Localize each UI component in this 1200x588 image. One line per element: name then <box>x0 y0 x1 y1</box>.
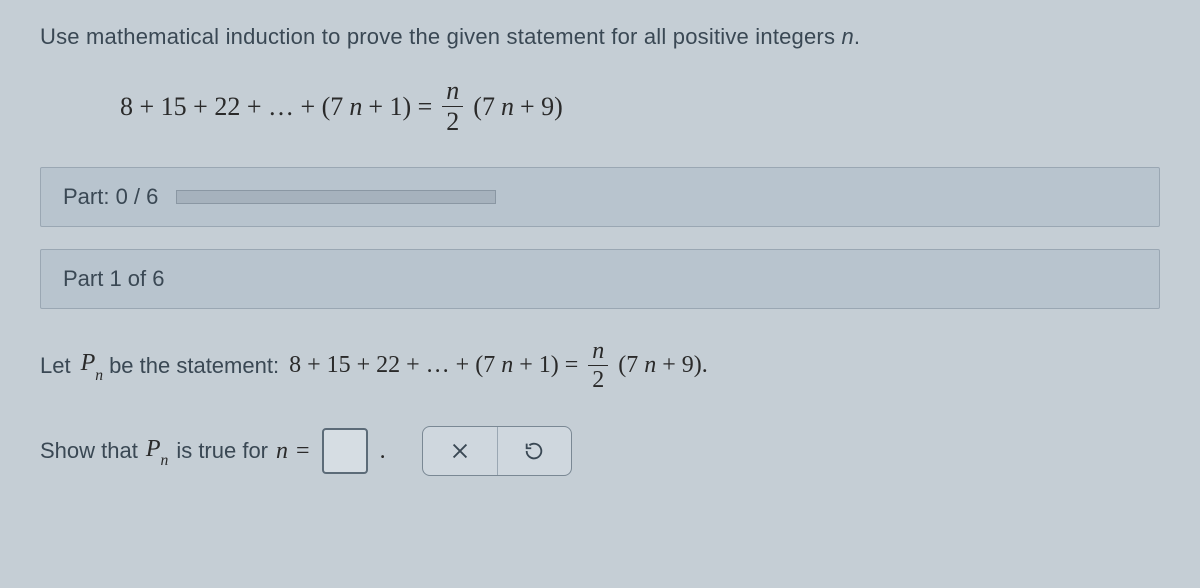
stmt-rhs-open: (7 <box>618 352 638 379</box>
stmt-var1: n <box>501 352 513 379</box>
main-formula: 8 + 15 + 22 + … + (7n + 1) = n 2 (7n + 9… <box>120 78 1160 135</box>
instruction-text: Use mathematical induction to prove the … <box>40 24 1160 50</box>
stmt-fraction: n 2 <box>588 339 608 392</box>
answer-input[interactable] <box>322 428 368 474</box>
instruction-suffix: . <box>854 24 860 49</box>
show-p: Pn <box>146 436 168 467</box>
formula-lhs-var: n <box>349 92 362 122</box>
close-icon <box>449 440 471 462</box>
formula-rhs-var: n <box>501 92 514 122</box>
part-body: Let Pn be the statement: 8 + 15 + 22 + …… <box>40 339 1160 476</box>
frac-numerator: n <box>442 78 463 106</box>
show-p-sub: n <box>161 452 169 469</box>
show-eq: = <box>296 438 310 465</box>
stmt-mid: + 1) = <box>519 352 578 379</box>
button-group <box>422 426 572 476</box>
progress-bar <box>176 190 496 204</box>
formula-rhs-open: (7 <box>473 92 495 122</box>
show-tail: . <box>380 438 386 465</box>
stmt-frac-num: n <box>588 339 608 365</box>
be-text: be the statement: <box>109 353 279 379</box>
formula-rhs-close: + 9) <box>520 92 563 122</box>
formula-lhs-tail: + 1) = <box>368 92 432 122</box>
progress-panel: Part: 0 / 6 <box>40 167 1160 227</box>
stmt-frac-den: 2 <box>588 365 608 392</box>
progress-label: Part: 0 / 6 <box>63 184 158 210</box>
formula-lhs: 8 + 15 + 22 + … + (7 <box>120 92 343 122</box>
show-var: n <box>276 438 288 465</box>
formula-fraction: n 2 <box>442 78 463 135</box>
stmt-lhs: 8 + 15 + 22 + … + (7 <box>289 352 495 379</box>
p-symbol: Pn <box>81 350 103 381</box>
let-prefix: Let <box>40 353 71 379</box>
frac-denominator: 2 <box>442 106 463 135</box>
show-line: Show that Pn is true for n = . <box>40 426 1160 476</box>
show-prefix: Show that <box>40 438 138 464</box>
stmt-var2: n <box>644 352 656 379</box>
show-mid: is true for <box>176 438 268 464</box>
p-subscript: n <box>95 367 103 384</box>
part-header: Part 1 of 6 <box>63 266 165 291</box>
reset-button[interactable] <box>497 427 571 475</box>
instruction-var: n <box>841 24 853 49</box>
reset-icon <box>523 440 545 462</box>
stmt-rhs-close: + 9). <box>662 352 708 379</box>
clear-button[interactable] <box>423 427 497 475</box>
part-header-panel: Part 1 of 6 <box>40 249 1160 309</box>
instruction-prefix: Use mathematical induction to prove the … <box>40 24 841 49</box>
statement-line: Let Pn be the statement: 8 + 15 + 22 + …… <box>40 339 1160 392</box>
